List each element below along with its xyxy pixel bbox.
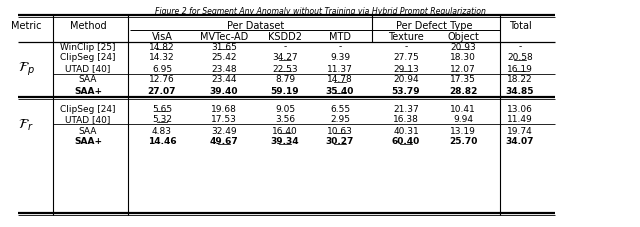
Text: 21.37: 21.37 [393,104,419,113]
Text: 14.82: 14.82 [149,42,175,51]
Text: Per Defect Type: Per Defect Type [396,21,473,31]
Text: 16.38: 16.38 [393,115,419,124]
Text: Per Dataset: Per Dataset [227,21,285,31]
Text: 60.40: 60.40 [392,137,420,146]
Text: UTAD [40]: UTAD [40] [65,115,111,124]
Text: MTD: MTD [329,32,351,42]
Text: 25.42: 25.42 [211,53,237,62]
Text: 11.37: 11.37 [327,64,353,73]
Text: 34.07: 34.07 [506,137,534,146]
Text: 8.79: 8.79 [275,75,295,84]
Text: -: - [518,42,522,51]
Text: 40.31: 40.31 [393,126,419,135]
Text: KSDD2: KSDD2 [268,32,302,42]
Text: 39.34: 39.34 [271,137,300,146]
Text: 13.06: 13.06 [507,104,533,113]
Text: 20.94: 20.94 [393,75,419,84]
Text: 16.19: 16.19 [507,64,533,73]
Text: 34.85: 34.85 [506,86,534,95]
Text: 30.27: 30.27 [326,137,354,146]
Text: -: - [339,42,342,51]
Text: 22.53: 22.53 [272,64,298,73]
Text: 39.40: 39.40 [210,86,238,95]
Text: 18.22: 18.22 [507,75,533,84]
Text: 9.39: 9.39 [330,53,350,62]
Text: Metric: Metric [11,21,41,31]
Text: 9.94: 9.94 [453,115,473,124]
Text: 27.75: 27.75 [393,53,419,62]
Text: 2.95: 2.95 [330,115,350,124]
Text: 59.19: 59.19 [271,86,300,95]
Text: $\mathcal{F}_p$: $\mathcal{F}_p$ [17,60,35,77]
Text: 5.65: 5.65 [152,104,172,113]
Text: 49.67: 49.67 [210,137,238,146]
Text: SAA: SAA [79,75,97,84]
Text: Figure 2 for Segment Any Anomaly without Training via Hybrid Prompt Regularizati: Figure 2 for Segment Any Anomaly without… [155,7,485,16]
Text: 10.41: 10.41 [450,104,476,113]
Text: 25.70: 25.70 [449,137,477,146]
Text: MVTec-AD: MVTec-AD [200,32,248,42]
Text: 28.82: 28.82 [449,86,477,95]
Text: 29.13: 29.13 [393,64,419,73]
Text: 32.49: 32.49 [211,126,237,135]
Text: 14.78: 14.78 [327,75,353,84]
Text: -: - [404,42,408,51]
Text: ClipSeg [24]: ClipSeg [24] [60,53,116,62]
Text: SAA+: SAA+ [74,86,102,95]
Text: WinClip [25]: WinClip [25] [60,42,116,51]
Text: Texture: Texture [388,32,424,42]
Text: 14.32: 14.32 [149,53,175,62]
Text: 17.53: 17.53 [211,115,237,124]
Text: $\mathcal{F}_r$: $\mathcal{F}_r$ [18,117,34,133]
Text: 35.40: 35.40 [326,86,354,95]
Text: 34.27: 34.27 [272,53,298,62]
Text: 13.19: 13.19 [450,126,476,135]
Text: 19.68: 19.68 [211,104,237,113]
Text: 12.07: 12.07 [450,64,476,73]
Text: 11.49: 11.49 [507,115,533,124]
Text: 19.74: 19.74 [507,126,533,135]
Text: 18.30: 18.30 [450,53,476,62]
Text: 10.63: 10.63 [327,126,353,135]
Text: 17.35: 17.35 [450,75,476,84]
Text: 23.44: 23.44 [211,75,237,84]
Text: 5.32: 5.32 [152,115,172,124]
Text: 4.83: 4.83 [152,126,172,135]
Text: 20.93: 20.93 [450,42,476,51]
Text: 6.55: 6.55 [330,104,350,113]
Text: VisA: VisA [152,32,172,42]
Text: 14.46: 14.46 [148,137,176,146]
Text: ClipSeg [24]: ClipSeg [24] [60,104,116,113]
Text: -: - [284,42,287,51]
Text: 23.48: 23.48 [211,64,237,73]
Text: 12.76: 12.76 [149,75,175,84]
Text: 20.58: 20.58 [507,53,533,62]
Text: 16.40: 16.40 [272,126,298,135]
Text: 27.07: 27.07 [148,86,176,95]
Text: Total: Total [509,21,531,31]
Text: 31.65: 31.65 [211,42,237,51]
Text: 53.79: 53.79 [392,86,420,95]
Text: 6.95: 6.95 [152,64,172,73]
Text: Method: Method [70,21,106,31]
Text: 9.05: 9.05 [275,104,295,113]
Text: 3.56: 3.56 [275,115,295,124]
Text: SAA+: SAA+ [74,137,102,146]
Text: UTAD [40]: UTAD [40] [65,64,111,73]
Text: Object: Object [447,32,479,42]
Text: SAA: SAA [79,126,97,135]
